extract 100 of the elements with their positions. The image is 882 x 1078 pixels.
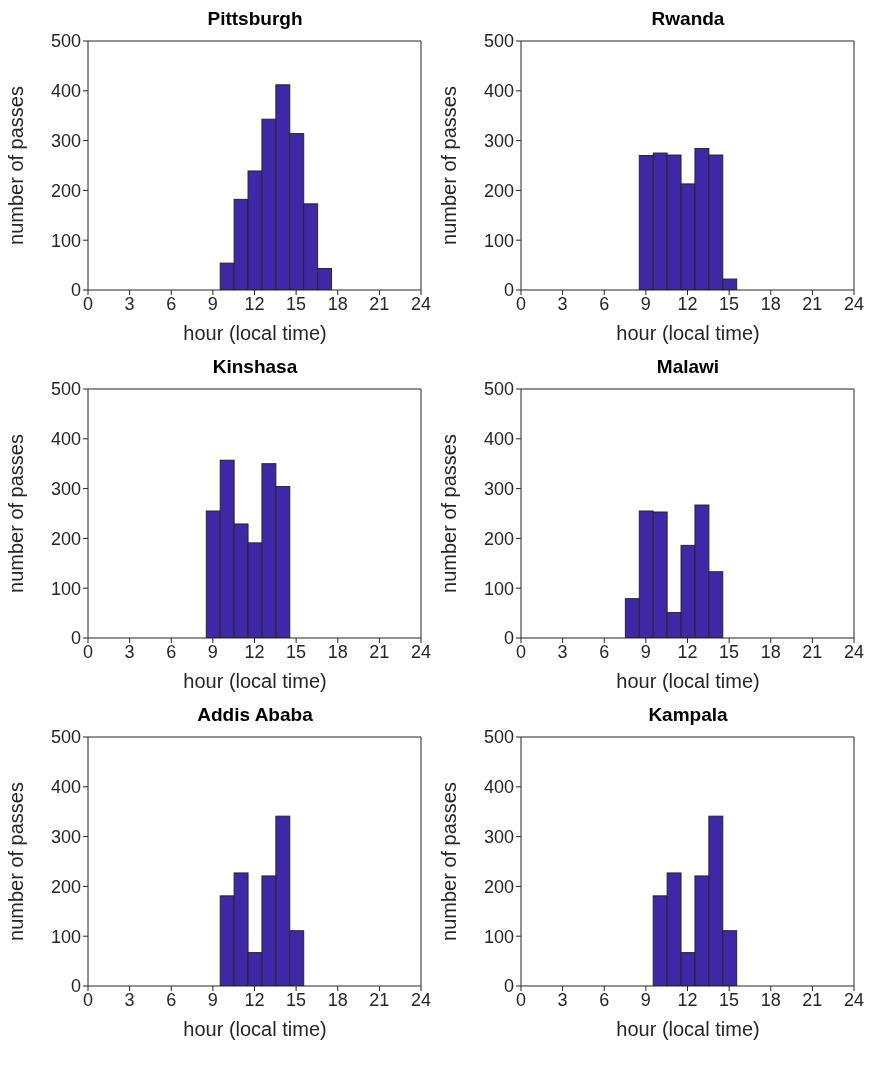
y-tick-label: 400 <box>483 81 514 102</box>
y-tick-label: 0 <box>503 280 514 301</box>
y-tick-label: 500 <box>483 31 514 52</box>
y-tick-label: 300 <box>50 826 81 847</box>
y-tick-label: 300 <box>483 478 514 499</box>
x-axis-title: hour (local time) <box>182 670 328 694</box>
x-tick-label: 9 <box>207 293 218 314</box>
x-tick-label: 15 <box>286 641 307 662</box>
x-tick-label: 12 <box>244 641 265 662</box>
x-tick-label: 3 <box>557 641 568 662</box>
x-tick-label: 24 <box>843 989 865 1010</box>
x-axis-title: hour (local time) <box>615 322 761 346</box>
x-tick-label: 15 <box>719 989 740 1010</box>
y-tick-label: 100 <box>483 230 514 251</box>
y-tick-label: 200 <box>483 876 514 897</box>
x-tick-label: 18 <box>327 989 348 1010</box>
y-tick-label: 500 <box>483 727 514 748</box>
y-tick-label: 500 <box>50 31 81 52</box>
chart-title: Kinshasa <box>211 356 299 379</box>
x-tick-label: 3 <box>557 293 568 314</box>
x-tick-label: 18 <box>327 641 348 662</box>
y-tick-label: 500 <box>50 379 81 400</box>
x-tick-label: 18 <box>327 293 348 314</box>
y-tick-label: 300 <box>50 130 81 151</box>
y-axis-title: number of passes <box>5 782 28 941</box>
x-tick-label: 12 <box>244 989 265 1010</box>
x-tick-label: 6 <box>599 641 610 662</box>
x-tick-label: 18 <box>760 641 781 662</box>
y-tick-label: 300 <box>483 130 514 151</box>
y-tick-label: 400 <box>50 777 81 798</box>
x-tick-label: 24 <box>843 641 865 662</box>
y-tick-label: 400 <box>50 81 81 102</box>
x-tick-label: 12 <box>677 989 698 1010</box>
x-tick-label: 21 <box>369 293 390 314</box>
x-tick-label: 15 <box>719 641 740 662</box>
x-tick-label: 24 <box>410 989 432 1010</box>
x-tick-label: 21 <box>802 989 823 1010</box>
y-tick-label: 300 <box>50 478 81 499</box>
y-tick-label: 100 <box>50 230 81 251</box>
x-tick-label: 3 <box>124 989 135 1010</box>
y-tick-label: 0 <box>503 976 514 997</box>
y-tick-label: 400 <box>483 429 514 450</box>
y-tick-label: 200 <box>483 180 514 201</box>
y-tick-label: 0 <box>70 280 81 301</box>
x-axis-title: hour (local time) <box>182 322 328 346</box>
y-axis-title: number of passes <box>438 782 461 941</box>
y-tick-label: 0 <box>70 976 81 997</box>
y-axis-title: number of passes <box>438 434 461 593</box>
y-tick-label: 500 <box>50 727 81 748</box>
x-tick-label: 15 <box>286 293 307 314</box>
y-tick-label: 100 <box>50 578 81 599</box>
x-tick-label: 3 <box>124 641 135 662</box>
y-tick-label: 100 <box>50 926 81 947</box>
x-tick-label: 6 <box>166 293 177 314</box>
x-tick-label: 24 <box>843 293 865 314</box>
chart-title: Addis Ababa <box>196 704 314 727</box>
x-tick-label: 21 <box>802 293 823 314</box>
y-tick-label: 0 <box>70 628 81 649</box>
x-tick-label: 6 <box>166 989 177 1010</box>
y-tick-label: 200 <box>50 528 81 549</box>
x-tick-label: 9 <box>640 641 651 662</box>
x-tick-label: 24 <box>410 641 432 662</box>
y-tick-label: 400 <box>483 777 514 798</box>
x-tick-label: 21 <box>802 641 823 662</box>
x-tick-label: 21 <box>369 641 390 662</box>
x-tick-label: 6 <box>599 293 610 314</box>
x-tick-label: 3 <box>557 989 568 1010</box>
x-axis-title: hour (local time) <box>615 670 761 694</box>
y-tick-label: 400 <box>50 429 81 450</box>
y-axis-title: number of passes <box>5 86 28 245</box>
x-tick-label: 18 <box>760 293 781 314</box>
y-tick-label: 500 <box>483 379 514 400</box>
chart-title: Rwanda <box>650 8 726 31</box>
x-tick-label: 21 <box>369 989 390 1010</box>
x-tick-label: 24 <box>410 293 432 314</box>
x-tick-label: 15 <box>719 293 740 314</box>
y-tick-label: 200 <box>483 528 514 549</box>
y-tick-label: 200 <box>50 180 81 201</box>
x-tick-label: 18 <box>760 989 781 1010</box>
chart-title: Kampala <box>647 704 729 727</box>
y-tick-label: 200 <box>50 876 81 897</box>
x-tick-label: 15 <box>286 989 307 1010</box>
y-axis-title: number of passes <box>5 434 28 593</box>
x-axis-title: hour (local time) <box>182 1018 328 1042</box>
x-tick-label: 6 <box>599 989 610 1010</box>
y-tick-label: 100 <box>483 578 514 599</box>
x-tick-label: 6 <box>166 641 177 662</box>
x-axis-title: hour (local time) <box>615 1018 761 1042</box>
x-tick-label: 3 <box>124 293 135 314</box>
x-tick-label: 9 <box>640 989 651 1010</box>
x-tick-label: 9 <box>207 989 218 1010</box>
x-tick-label: 12 <box>677 641 698 662</box>
y-tick-label: 300 <box>483 826 514 847</box>
chart-title: Malawi <box>655 356 721 379</box>
y-tick-label: 100 <box>483 926 514 947</box>
x-tick-label: 9 <box>640 293 651 314</box>
x-tick-label: 12 <box>244 293 265 314</box>
y-tick-label: 0 <box>503 628 514 649</box>
x-tick-label: 9 <box>207 641 218 662</box>
chart-title: Pittsburgh <box>206 8 304 31</box>
